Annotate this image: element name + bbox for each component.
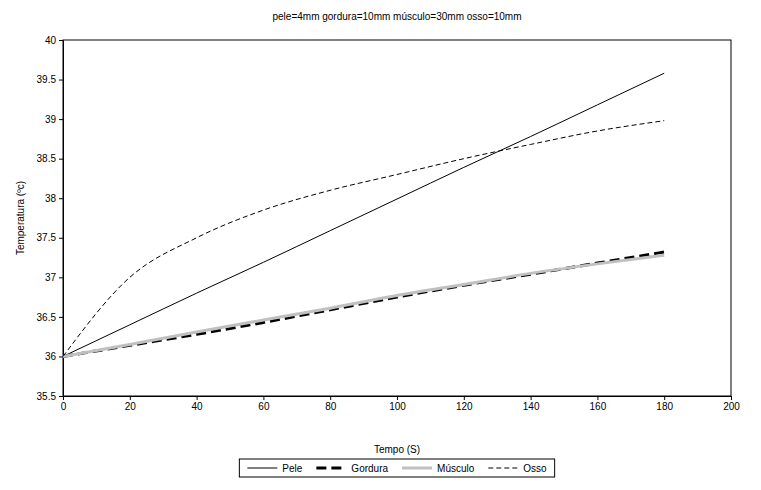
x-tick-mark [130, 396, 131, 400]
x-tick: 80 [325, 396, 337, 412]
y-tick-mark [59, 238, 63, 239]
y-tick-label: 37.5 [37, 232, 57, 243]
y-tick-label: 35.5 [37, 391, 57, 402]
y-tick: 37 [45, 272, 63, 283]
chart: pele=4mm gordura=10mm músculo=30mm osso=… [0, 0, 761, 490]
plot-area [63, 73, 664, 356]
legend: Pele Gordura Músculo Osso [239, 459, 554, 477]
x-tick: 160 [590, 396, 607, 412]
y-tick-label: 36 [45, 351, 57, 362]
x-tick-label: 120 [456, 401, 473, 412]
x-tick-mark [731, 396, 732, 400]
x-tick: 0 [61, 396, 67, 412]
x-tick-mark [397, 396, 398, 400]
x-tick-mark [330, 396, 331, 400]
x-tick: 180 [656, 396, 673, 412]
y-tick-mark [59, 198, 63, 199]
y-tick-label: 39.5 [37, 74, 57, 85]
legend-swatch [402, 467, 432, 470]
legend-label: Osso [523, 463, 547, 474]
x-axis: 0 20 40 60 80 100 120 140 160 180 200 [61, 396, 741, 412]
x-tick-mark [197, 396, 198, 400]
x-tick: 20 [125, 396, 137, 412]
y-tick-mark [59, 119, 63, 120]
x-tick-mark [63, 396, 64, 400]
legend-swatch [247, 468, 277, 469]
y-tick-mark [59, 396, 63, 397]
legend-swatch [316, 467, 346, 470]
x-tick-mark [464, 396, 465, 400]
legend-item: Pele [247, 463, 302, 474]
x-tick-label: 180 [656, 401, 673, 412]
y-tick-label: 37 [45, 272, 57, 283]
series-line [63, 121, 664, 357]
legend-box [239, 459, 554, 477]
x-tick-label: 200 [723, 401, 740, 412]
y-tick: 35.5 [37, 391, 63, 402]
legend-label: Músculo [437, 463, 475, 474]
x-tick: 140 [523, 396, 540, 412]
x-tick-label: 160 [590, 401, 607, 412]
y-tick-label: 38 [45, 193, 57, 204]
x-tick-mark [664, 396, 665, 400]
y-tick-label: 38.5 [37, 153, 57, 164]
series-line [63, 73, 664, 356]
x-tick-label: 60 [258, 401, 270, 412]
title: pele=4mm gordura=10mm músculo=30mm osso=… [273, 11, 522, 22]
y-tick: 37.5 [37, 232, 63, 243]
x-tick: 40 [192, 396, 204, 412]
y-tick-mark [59, 80, 63, 81]
y-tick-mark [59, 277, 63, 278]
x-axis-title: Tempo (S) [374, 444, 420, 455]
y-tick-mark [59, 317, 63, 318]
series-line [63, 255, 664, 356]
x-tick-mark [597, 396, 598, 400]
x-tick-label: 140 [523, 401, 540, 412]
y-tick-label: 40 [45, 35, 57, 46]
plot-frame [63, 40, 731, 396]
x-tick-mark [263, 396, 264, 400]
x-tick: 120 [456, 396, 473, 412]
legend-item: Osso [488, 463, 547, 474]
y-tick: 36 [45, 351, 63, 362]
y-tick: 36.5 [37, 312, 63, 323]
y-tick-mark [59, 159, 63, 160]
legend-item: Músculo [402, 463, 475, 474]
y-tick: 39.5 [37, 74, 63, 85]
x-tick-mark [531, 396, 532, 400]
legend-label: Pele [282, 463, 302, 474]
legend-item: Gordura [316, 463, 388, 474]
x-tick-label: 20 [125, 401, 137, 412]
x-tick: 200 [723, 396, 740, 412]
x-tick: 100 [389, 396, 406, 412]
y-tick-label: 36.5 [37, 312, 57, 323]
y-tick-mark [59, 356, 63, 357]
y-tick: 38 [45, 193, 63, 204]
y-axis: 35.5 36 36.5 37 37.5 38 38.5 39 39.5 40 [37, 35, 64, 402]
legend-swatch [488, 468, 518, 469]
x-tick-label: 100 [389, 401, 406, 412]
x-tick-label: 80 [325, 401, 337, 412]
y-tick: 40 [45, 35, 63, 46]
y-tick: 39 [45, 114, 63, 125]
y-tick: 38.5 [37, 153, 63, 164]
series-line [63, 252, 664, 356]
y-tick-label: 39 [45, 114, 57, 125]
x-tick-label: 40 [192, 401, 204, 412]
legend-label: Gordura [351, 463, 388, 474]
y-axis-title: Temperatura (ºc) [15, 181, 26, 255]
y-tick-mark [59, 40, 63, 41]
x-tick-label: 0 [61, 401, 67, 412]
x-tick: 60 [258, 396, 270, 412]
